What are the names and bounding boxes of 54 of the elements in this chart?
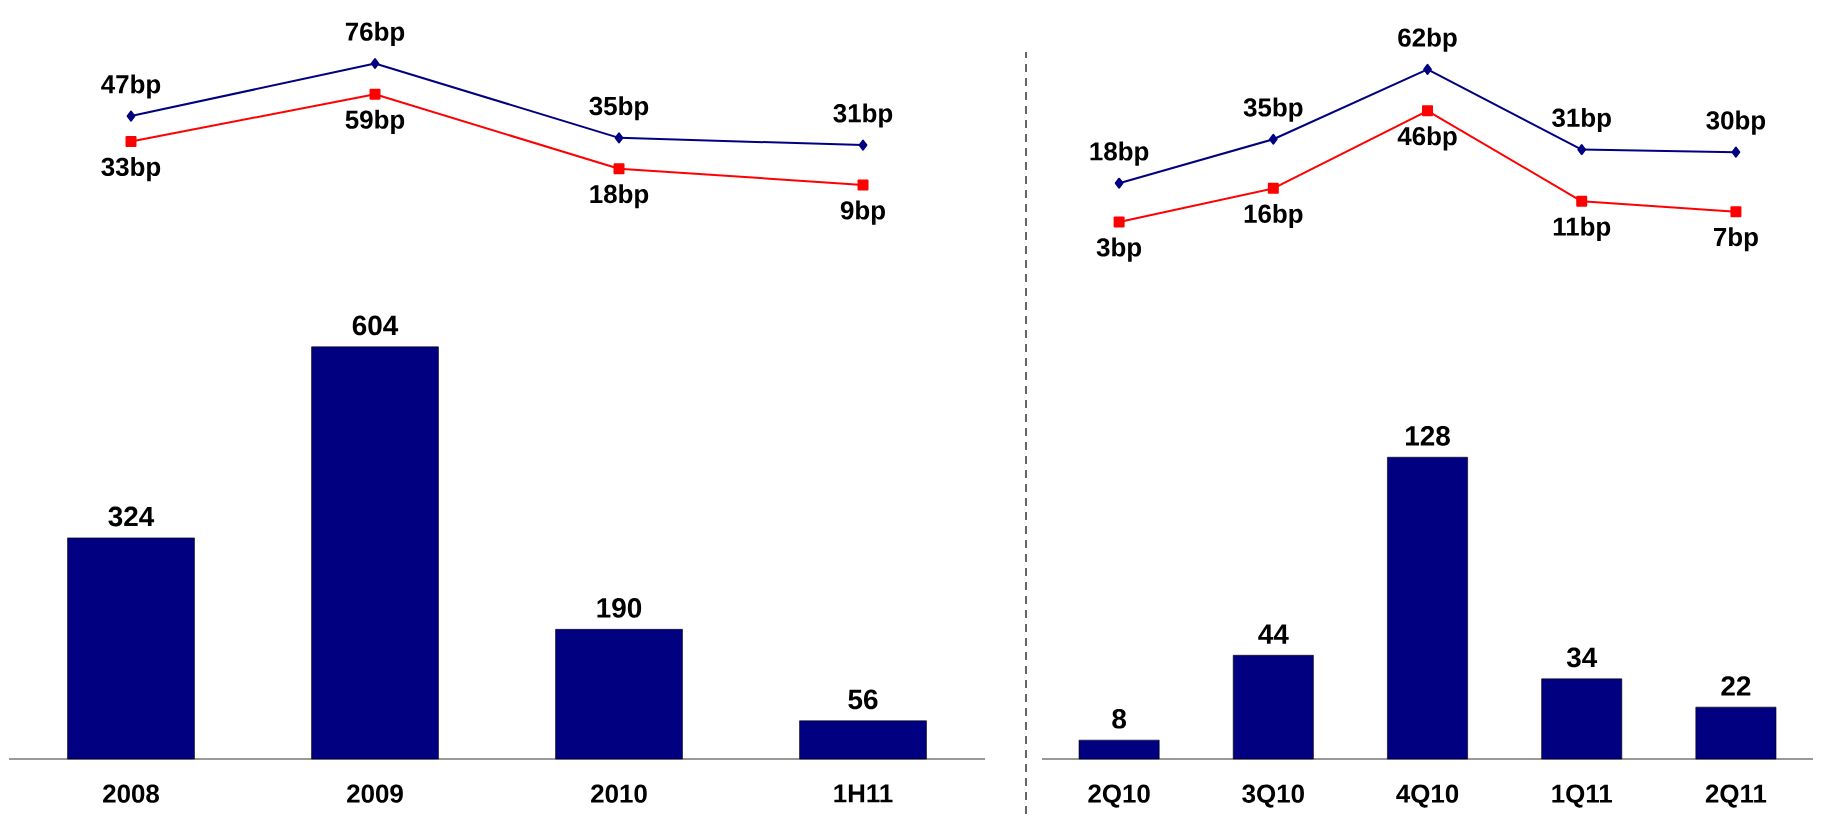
data-label: 3bp [1096, 237, 1142, 262]
data-label: 18bp [590, 184, 649, 209]
point [1114, 177, 1124, 189]
point [126, 110, 136, 122]
point [858, 139, 868, 151]
data-label: 22 [1721, 676, 1751, 696]
point [1577, 144, 1587, 156]
point [614, 132, 624, 144]
x-tick-label: 1H11 [834, 784, 893, 803]
data-label: 9bp [840, 200, 885, 225]
point [1423, 63, 1432, 75]
point [613, 163, 625, 175]
data-label: 35bp [589, 96, 649, 121]
data-label: 190 [597, 598, 642, 618]
x-tick-label: 2010 [591, 784, 647, 803]
data-label: 56 [848, 689, 878, 710]
data-label: 604 [352, 315, 399, 336]
data-label: 59bp [345, 109, 405, 134]
data-label: 31bp [1552, 107, 1611, 133]
point [857, 179, 869, 191]
data-label: 34 [1566, 647, 1598, 668]
data-label: 30bp [1706, 110, 1766, 135]
data-label: 47bp [101, 74, 161, 99]
point [1267, 182, 1279, 194]
point [1731, 146, 1741, 158]
data-label: 35bp [1243, 97, 1303, 122]
x-tick-label: 3Q10 [1242, 784, 1304, 808]
point [1268, 133, 1278, 145]
data-label: 11bp [1553, 216, 1611, 241]
data-label: 7bp [1714, 227, 1758, 252]
x-tick-label: 2009 [347, 784, 403, 803]
data-label: 18bp [1090, 141, 1149, 166]
point [369, 88, 381, 100]
data-label: 128 [1405, 425, 1450, 446]
data-label: 8 [1112, 708, 1127, 729]
x-tick-label: 2008 [103, 784, 159, 803]
data-label: 46bp [1397, 126, 1457, 151]
data-label: 31bp [833, 103, 893, 128]
data-label: 44 [1258, 624, 1289, 644]
point [1422, 105, 1434, 117]
point [125, 135, 137, 147]
point [1576, 195, 1588, 207]
point [1730, 206, 1742, 218]
x-tick-label: 2Q11 [1705, 784, 1767, 808]
data-label: 76bp [345, 21, 405, 46]
x-tick-label: 1Q11 [1552, 784, 1612, 808]
point [1113, 216, 1125, 228]
point [370, 57, 380, 69]
x-tick-label: 2Q10 [1088, 784, 1150, 808]
data-label: 324 [108, 506, 155, 527]
data-label: 16bp [1244, 203, 1303, 229]
x-tick-label: 4Q10 [1396, 784, 1459, 808]
data-label: 62bp [1398, 27, 1457, 52]
data-label: 33bp [101, 156, 161, 182]
